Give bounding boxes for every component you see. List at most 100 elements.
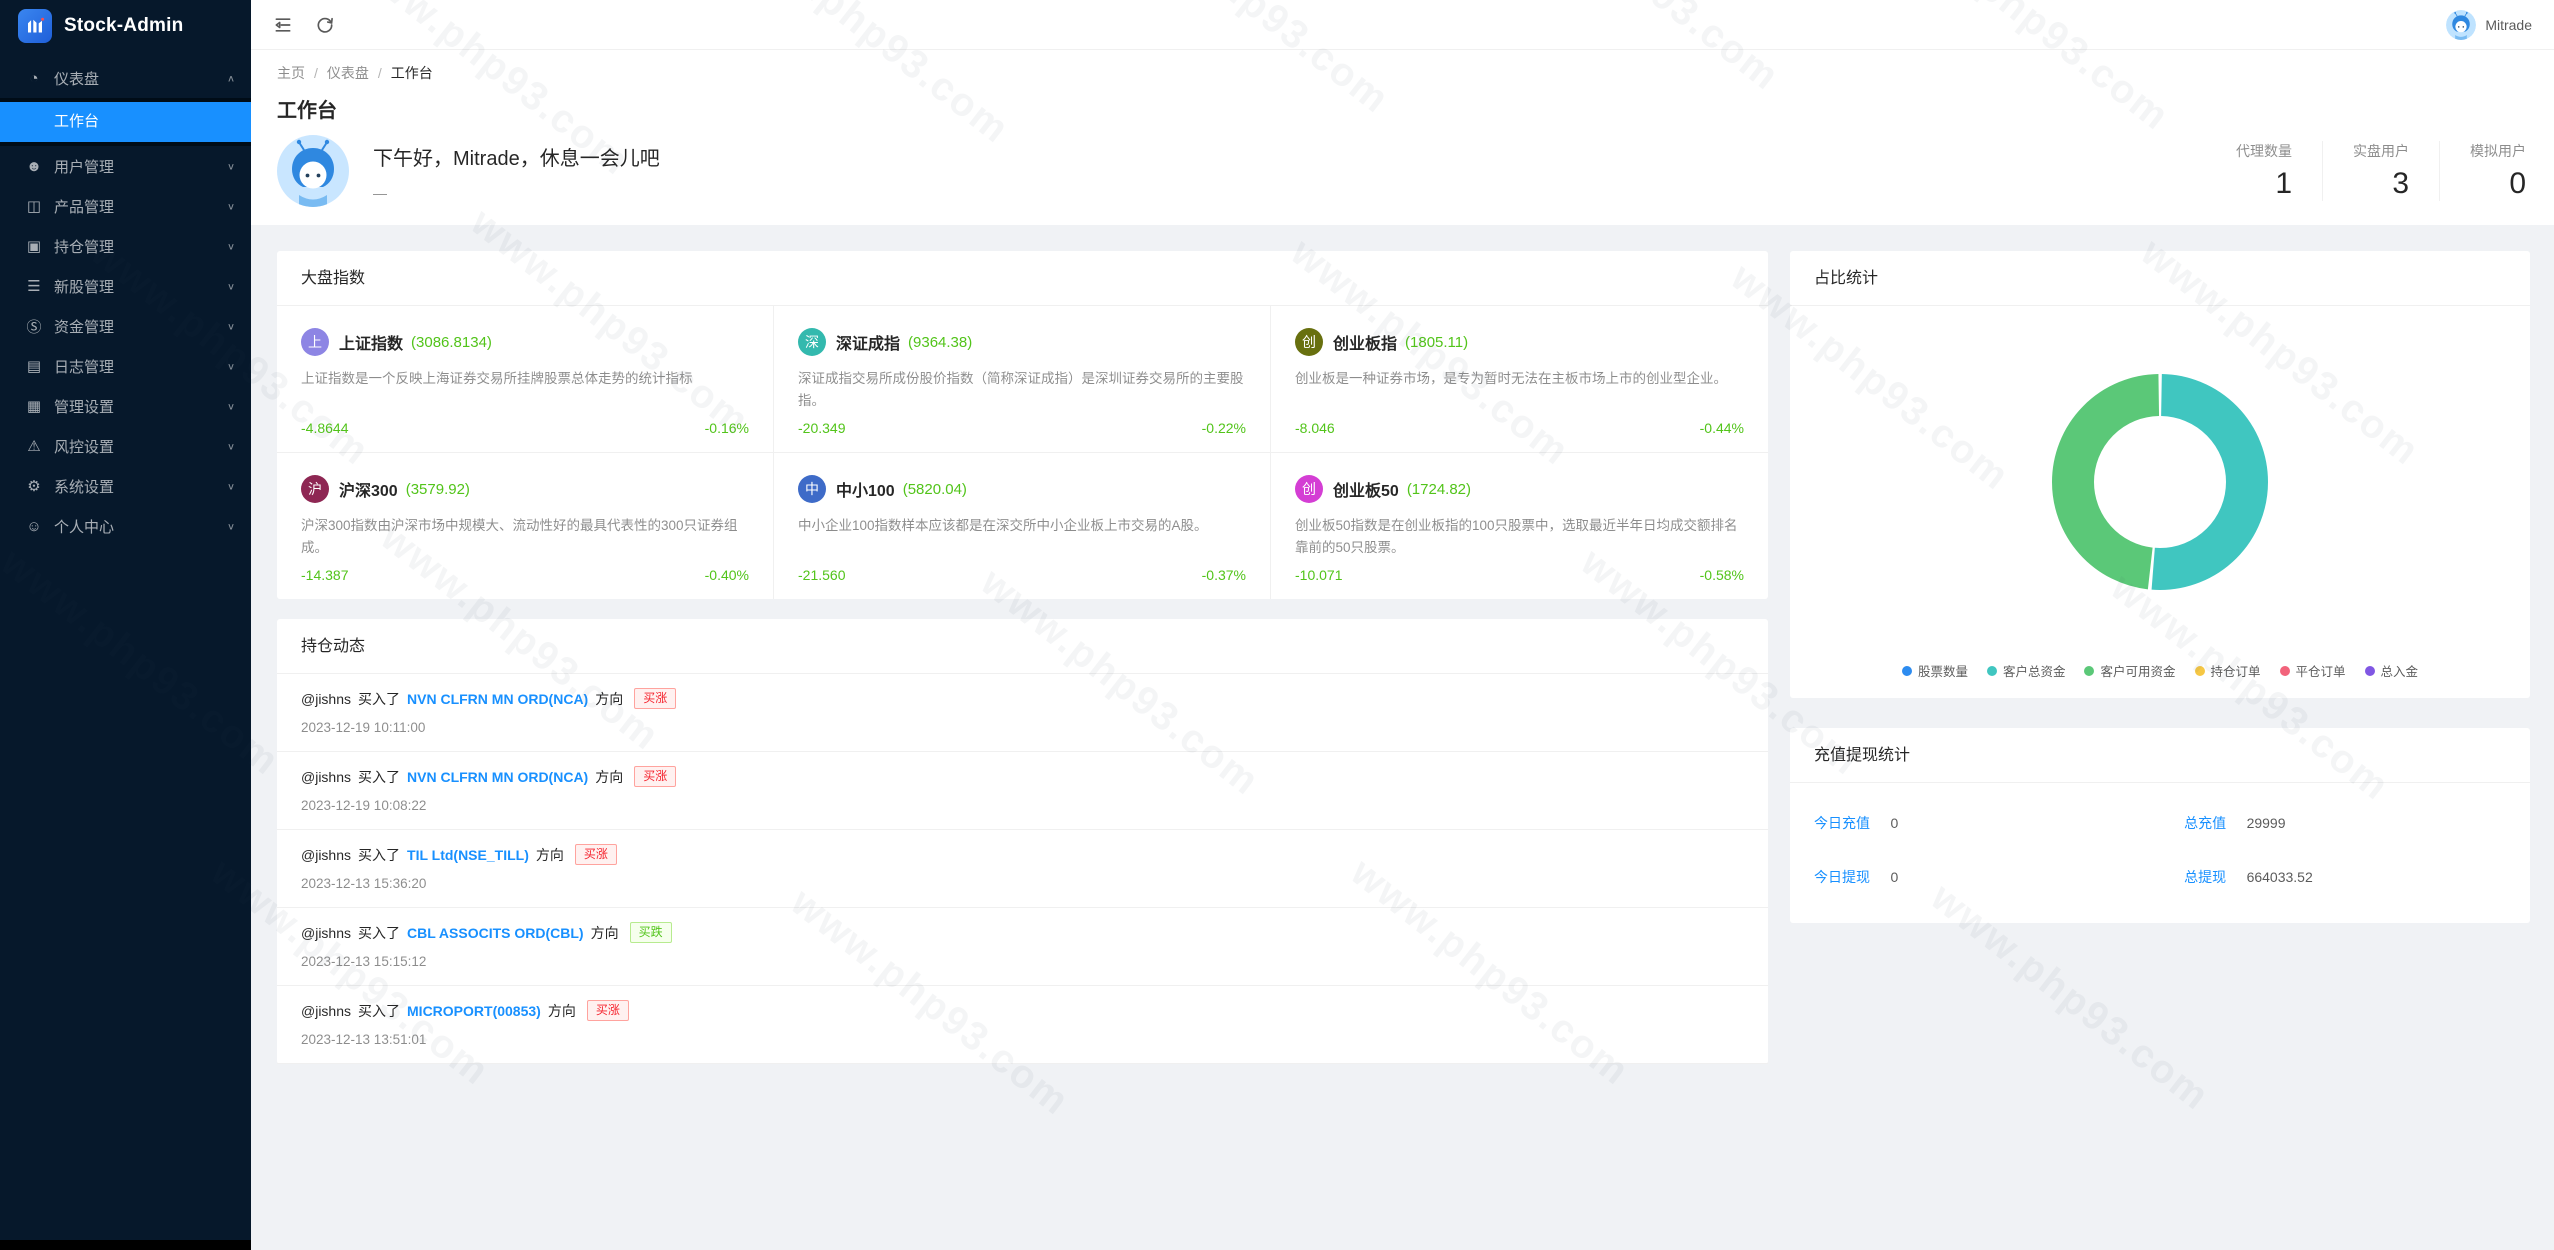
sidebar-item-label: 工作台	[54, 113, 100, 130]
sidebar-item[interactable]: ☺ 个人中心 ∨	[0, 506, 251, 546]
sidebar-item[interactable]: ⚙ 系统设置 ∨	[0, 466, 251, 506]
menu-fold-icon[interactable]	[273, 15, 293, 35]
index-change: -10.071	[1295, 567, 1343, 583]
sidebar-item-label: 新股管理	[54, 278, 115, 296]
index-badge-icon: 上	[301, 328, 329, 356]
position-direction-label: 方向	[535, 846, 564, 863]
position-stock-link[interactable]: CBL ASSOCITS ORD(CBL)	[407, 924, 584, 941]
position-direction-label: 方向	[590, 924, 619, 941]
main-area: Mitrade 主页 仪表盘 工作台 工作台	[251, 0, 2554, 1250]
indices-title: 大盘指数	[277, 251, 1768, 306]
index-value: (5820.04)	[902, 480, 967, 498]
recharge-label[interactable]: 今日充值	[1814, 815, 1870, 831]
position-stock-link[interactable]: NVN CLFRN MN ORD(NCA)	[407, 768, 589, 785]
stat-value: 1	[2275, 167, 2292, 200]
greeting-sub: —	[373, 184, 387, 201]
position-line: @jishns 买入了 NVN CLFRN MN ORD(NCA) 方向 买涨	[301, 766, 1744, 787]
menu-icon: ⚙	[27, 478, 41, 495]
position-stock-link[interactable]: MICROPORT(00853)	[407, 1002, 541, 1019]
legend-item[interactable]: 总入金	[2364, 661, 2418, 680]
sidebar: Stock-Admin ◔ 仪表盘 ∧ 工作台 ☻ 用户管理 ∨	[0, 0, 251, 1250]
position-stock-link[interactable]: NVN CLFRN MN ORD(NCA)	[407, 690, 589, 707]
legend-item[interactable]: 股票数量	[1901, 661, 1968, 680]
legend-dot	[1986, 665, 1997, 676]
user-menu[interactable]: Mitrade	[2446, 9, 2532, 40]
sidebar-item[interactable]: ▤ 日志管理 ∨	[0, 346, 251, 386]
position-direction-label: 方向	[547, 1002, 576, 1019]
menu-icon: ☰	[27, 278, 41, 295]
menu-icon: Ⓢ	[26, 318, 42, 336]
positions-card: 持仓动态 @jishns 买入了 NVN CLFRN MN ORD(NCA) 方…	[277, 619, 1768, 1064]
breadcrumb-item[interactable]: 仪表盘	[327, 62, 391, 84]
position-time: 2023-12-13 15:36:20	[301, 876, 427, 891]
index-name: 上证指数	[339, 336, 404, 353]
stat-label: 代理数量	[2236, 143, 2292, 159]
user-name[interactable]: Mitrade	[2485, 16, 2532, 33]
position-user: @jishns	[301, 924, 352, 941]
breadcrumb-item[interactable]: 工作台	[390, 65, 433, 81]
index-change: -8.046	[1295, 420, 1335, 436]
position-line: @jishns 买入了 NVN CLFRN MN ORD(NCA) 方向 买涨	[301, 688, 1744, 709]
donut-wrap: 股票数量 客户总资金 客户可用资金	[1790, 306, 2530, 698]
recharge-label[interactable]: 总充值	[2184, 815, 2227, 831]
legend-item[interactable]: 平仓订单	[2279, 661, 2346, 680]
sidebar-item[interactable]: ☰ 新股管理 ∨	[0, 266, 251, 306]
legend-dot	[2084, 665, 2095, 676]
sidebar-item-label: 资金管理	[54, 318, 115, 336]
index-card[interactable]: 创 创业板指 (1805.11) 创业板是一种证券市场，是专为暂时无法在主板市场…	[1271, 306, 1768, 453]
legend-item[interactable]: 持仓订单	[2194, 661, 2261, 680]
index-badge-icon: 创	[1295, 328, 1323, 356]
position-direction-badge: 买涨	[634, 688, 677, 709]
positions-list: @jishns 买入了 NVN CLFRN MN ORD(NCA) 方向 买涨 …	[277, 674, 1768, 1064]
chevron-down-icon: ∨	[226, 281, 235, 292]
recharge-label[interactable]: 今日提现	[1814, 869, 1870, 885]
sidebar-item[interactable]: ⚠ 风控设置 ∨	[0, 426, 251, 466]
donut-legend: 股票数量 客户总资金 客户可用资金	[1790, 661, 2530, 680]
recharge-grid: 今日充值 0 总充值 29999 今日提现 0	[1790, 783, 2530, 923]
sidebar-item[interactable]: ▦ 管理设置 ∨	[0, 386, 251, 426]
index-description: 创业板是一种证券市场，是专为暂时无法在主板市场上市的创业型企业。	[1295, 371, 1727, 386]
recharge-value: 29999	[2246, 815, 2286, 831]
position-line: @jishns 买入了 MICROPORT(00853) 方向 买涨	[301, 1000, 1744, 1021]
refresh-icon[interactable]	[315, 15, 335, 35]
sidebar-item-workbench[interactable]: 工作台	[0, 102, 251, 142]
recharge-value: 0	[1890, 869, 1899, 885]
index-name: 创业板指	[1333, 336, 1398, 353]
index-card[interactable]: 深 深证成指 (9364.38) 深证成指交易所成份股价指数（简称深证成指）是深…	[774, 306, 1271, 453]
recharge-label[interactable]: 总提现	[2184, 869, 2227, 885]
index-card[interactable]: 创 创业板50 (1724.82) 创业板50指数是在创业板指的100只股票中，…	[1271, 453, 1768, 599]
index-change: -14.387	[301, 567, 349, 583]
position-user: @jishns	[301, 690, 352, 707]
sidebar-item-dashboard[interactable]: ◔ 仪表盘 ∧	[0, 58, 251, 98]
menu-icon: ▤	[26, 358, 42, 375]
legend-dot	[2194, 665, 2205, 676]
chevron-down-icon: ∨	[226, 361, 235, 372]
legend-item[interactable]: 客户总资金	[1986, 661, 2066, 680]
legend-item[interactable]: 客户可用资金	[2084, 661, 2176, 680]
sidebar-items: ☻ 用户管理 ∨ ◫ 产品管理 ∨ ▣ 持仓管理 ∨	[0, 146, 251, 546]
sidebar-item-label: 风控设置	[54, 438, 115, 456]
breadcrumb: 主页 仪表盘 工作台	[277, 62, 2530, 84]
topbar: Mitrade	[251, 0, 2554, 50]
sidebar-item[interactable]: ▣ 持仓管理 ∨	[0, 226, 251, 266]
sidebar-item[interactable]: ☻ 用户管理 ∨	[0, 146, 251, 186]
app-logo[interactable]: Stock-Admin	[0, 0, 251, 52]
index-card[interactable]: 上 上证指数 (3086.8134) 上证指数是一个反映上海证券交易所挂牌股票总…	[277, 306, 774, 453]
sidebar-item[interactable]: Ⓢ 资金管理 ∨	[0, 306, 251, 346]
position-direction-badge: 买涨	[634, 766, 677, 787]
position-stock-link[interactable]: TIL Ltd(NSE_TILL)	[407, 846, 529, 863]
sidebar-item[interactable]: ◫ 产品管理 ∨	[0, 186, 251, 226]
index-foot: -10.071 -0.58%	[1295, 567, 1744, 583]
index-badge-icon: 沪	[301, 475, 329, 503]
legend-label: 客户总资金	[2002, 665, 2066, 679]
position-user: @jishns	[301, 1002, 352, 1019]
positions-title: 持仓动态	[277, 619, 1768, 674]
index-badge-icon: 创	[1295, 475, 1323, 503]
sidebar-item-label: 管理设置	[54, 398, 115, 416]
index-change: -21.560	[798, 567, 846, 583]
index-card[interactable]: 沪 沪深300 (3579.92) 沪深300指数由沪深市场中规模大、流动性好的…	[277, 453, 774, 599]
index-card[interactable]: 中 中小100 (5820.04) 中小企业100指数样本应该都是在深交所中小企…	[774, 453, 1271, 599]
breadcrumb-item[interactable]: 主页	[277, 62, 327, 84]
index-change-percent: -0.44%	[1699, 420, 1744, 436]
content: 大盘指数 上 上证指数 (3086.8134) 上证指数是一个反映上海证券交易所…	[251, 225, 2554, 1250]
